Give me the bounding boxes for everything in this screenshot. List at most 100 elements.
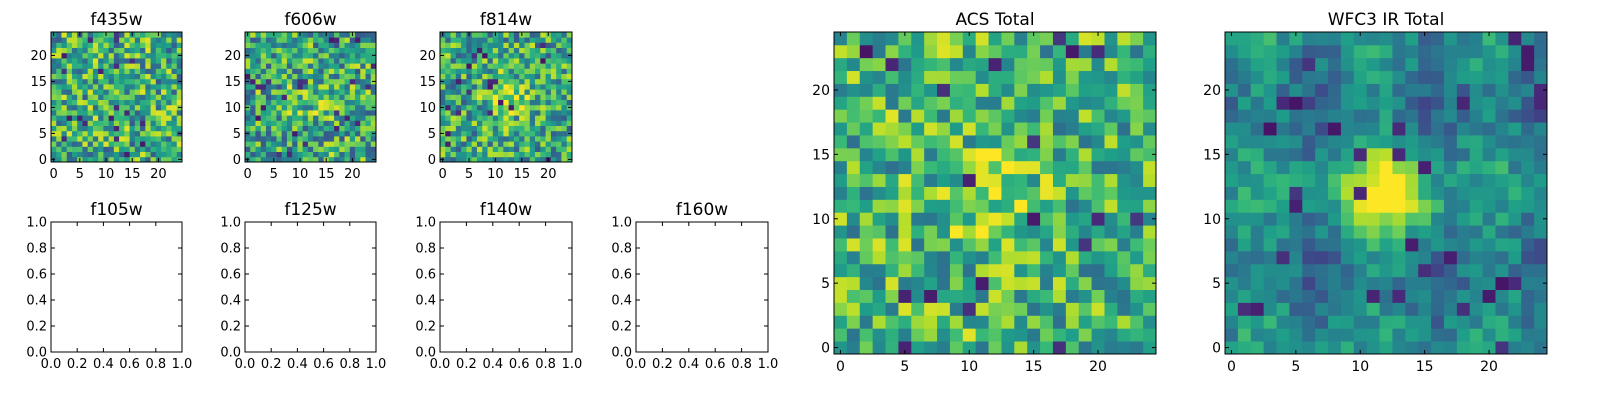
heatmap-cell [166,58,172,64]
heatmap-cell [51,84,57,90]
heatmap-cell [1001,276,1015,290]
heatmap-cell [328,52,335,59]
heatmap-cell [1521,263,1535,278]
heatmap-cell [51,37,57,43]
heatmap-cell [535,73,541,80]
heatmap-cell [461,146,467,152]
heatmap-cell [466,125,473,132]
heatmap-cell [885,160,899,175]
heatmap-cell [988,212,1002,226]
heatmap-cell [255,73,262,80]
heatmap-cell [1405,122,1419,136]
heatmap-cell [1065,250,1080,265]
heatmap-cell [302,146,309,152]
heatmap-cell [150,94,157,100]
heatmap-cell [487,78,494,85]
heatmap-cell [1225,302,1239,316]
heatmap-cell [1456,147,1471,162]
heatmap-cell [519,37,525,43]
heatmap-cell [556,156,562,163]
heatmap-cell [1405,109,1419,123]
heatmap-cell [339,63,345,69]
heatmap-cell [349,120,356,126]
heatmap-cell [339,47,345,54]
heatmap-cell [360,94,366,100]
heatmap-cell [171,110,178,116]
heatmap-cell [519,63,525,69]
heatmap-cell [988,328,1002,342]
y-tick-label: 0 [1212,341,1221,357]
heatmap-cell [1469,328,1483,342]
heatmap-cell [134,37,141,43]
heatmap-cell [150,52,157,59]
heatmap-cell [255,99,262,106]
heatmap-cell [1065,122,1080,136]
heatmap-cell [245,110,251,116]
heatmap-cell [355,141,361,147]
heatmap-cell [334,125,340,132]
heatmap-cell [1469,147,1483,162]
heatmap-cell [440,125,446,132]
heatmap-cell [134,47,141,54]
heatmap-cell [1302,160,1316,175]
heatmap-cell [161,125,167,132]
heatmap-cell [1237,173,1252,187]
heatmap-cell [1379,289,1393,303]
heatmap-cell [949,302,964,316]
heatmap-cell [1508,199,1522,213]
x-tick-label: 0.4 [93,357,114,372]
heatmap-cell [1117,199,1131,213]
heatmap-cell [1353,173,1368,187]
heatmap-cell [1040,328,1054,342]
heatmap-cell [51,141,57,147]
heatmap-cell [1469,83,1483,97]
heatmap-cell [171,120,178,126]
heatmap-cell [313,78,319,85]
heatmap-cell [307,136,314,142]
heatmap-cell [513,58,520,64]
heatmap-cell [1418,173,1432,187]
heatmap-cell [328,104,335,111]
heatmap-cell [365,156,372,163]
heatmap-cell [1027,122,1041,136]
heatmap-cell [265,151,272,158]
heatmap-cell [1431,57,1445,72]
heatmap-cell [556,120,562,126]
heatmap-cell [113,94,120,100]
heatmap-cell [119,136,125,142]
heatmap-cell [82,146,89,152]
heatmap-cell [1340,70,1355,84]
heatmap-cell [513,104,520,111]
heatmap-cell [561,136,568,142]
heatmap-cell [66,47,73,54]
heatmap-cell [1237,32,1252,46]
heatmap-cell [1276,250,1290,265]
heatmap-cell [1250,122,1265,136]
heatmap-cell [140,63,146,69]
heatmap-cell [302,52,309,59]
heatmap-cell [92,120,99,126]
x-tick-label: 15 [1025,359,1043,375]
heatmap-cell [1027,263,1041,278]
heatmap-cell [360,141,366,147]
heatmap-cell [1078,44,1092,59]
heatmap-cell [911,96,925,110]
heatmap-cell [307,84,314,90]
heatmap-cell [124,146,130,152]
heatmap-cell [519,115,525,121]
heatmap-cell [1143,263,1157,278]
heatmap-cell [140,99,146,106]
heatmap-cell [1289,263,1303,278]
heatmap-cell [271,110,277,116]
heatmap-cell [1263,96,1277,110]
heatmap-cell [56,110,62,116]
heatmap-cell [349,37,356,43]
heatmap-cell [1508,57,1522,72]
heatmap-cell [937,83,951,97]
heatmap-cell [540,146,546,152]
heatmap-cell [508,146,515,152]
heatmap-cell [328,110,335,116]
heatmap-cell [1443,186,1458,200]
heatmap-cell [1456,186,1471,200]
heatmap-cell [519,84,525,90]
